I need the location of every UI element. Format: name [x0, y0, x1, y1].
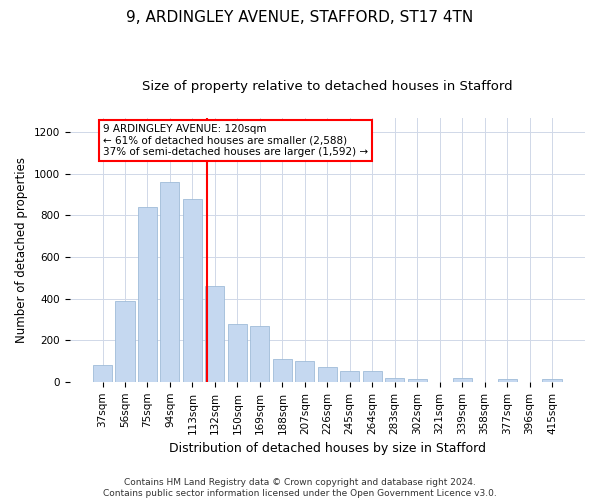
Bar: [115, 300, 134, 382]
Bar: [273, 359, 292, 382]
Bar: [407, 378, 427, 382]
Bar: [385, 378, 404, 382]
Text: 9 ARDINGLEY AVENUE: 120sqm
← 61% of detached houses are smaller (2,588)
37% of s: 9 ARDINGLEY AVENUE: 120sqm ← 61% of deta…: [103, 124, 368, 157]
Bar: [138, 207, 157, 382]
Title: Size of property relative to detached houses in Stafford: Size of property relative to detached ho…: [142, 80, 512, 93]
Bar: [362, 372, 382, 382]
Text: 9, ARDINGLEY AVENUE, STAFFORD, ST17 4TN: 9, ARDINGLEY AVENUE, STAFFORD, ST17 4TN: [127, 10, 473, 25]
Bar: [250, 326, 269, 382]
Bar: [340, 372, 359, 382]
Bar: [295, 361, 314, 382]
Bar: [228, 324, 247, 382]
Text: Contains HM Land Registry data © Crown copyright and database right 2024.
Contai: Contains HM Land Registry data © Crown c…: [103, 478, 497, 498]
Bar: [542, 378, 562, 382]
Bar: [205, 286, 224, 382]
Bar: [183, 199, 202, 382]
Bar: [497, 378, 517, 382]
Bar: [318, 368, 337, 382]
Bar: [160, 182, 179, 382]
Bar: [93, 365, 112, 382]
Bar: [452, 378, 472, 382]
Y-axis label: Number of detached properties: Number of detached properties: [15, 157, 28, 343]
X-axis label: Distribution of detached houses by size in Stafford: Distribution of detached houses by size …: [169, 442, 486, 455]
